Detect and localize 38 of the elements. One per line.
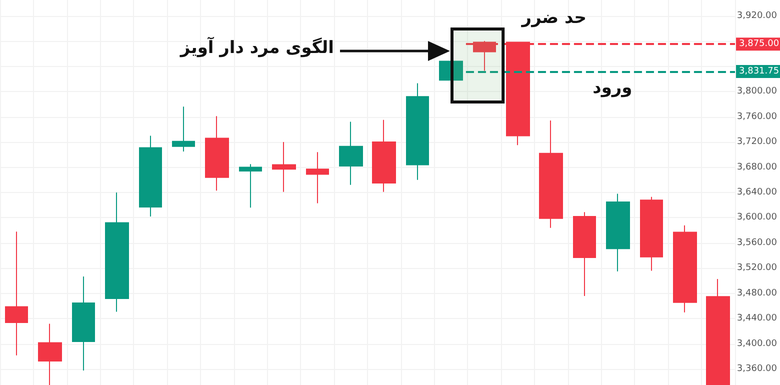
y-tick-label: 3,600.00 — [736, 212, 778, 223]
candlestick — [5, 231, 28, 356]
candlestick — [539, 120, 563, 228]
y-tick-label: 3,680.00 — [736, 162, 778, 172]
y-tick-label: 3,760.00 — [736, 112, 778, 122]
candlestick — [372, 119, 396, 192]
y-tick-label: 3,720.00 — [736, 137, 778, 148]
y-tick-label: 3,480.00 — [736, 288, 778, 298]
candlestick — [239, 164, 262, 208]
ref-line-label: 3,831.75 — [739, 66, 780, 76]
ref-line-label: 3,875.00 — [739, 39, 780, 50]
candlestick — [706, 278, 730, 385]
candlestick — [339, 121, 363, 186]
candlestick — [573, 212, 596, 297]
annotation: ورود — [592, 78, 632, 98]
candlestick — [673, 224, 697, 313]
y-tick-label: 3,560.00 — [736, 238, 778, 248]
annotation: حد ضرر — [522, 8, 587, 28]
candlestick — [306, 152, 329, 204]
candlestick — [439, 60, 463, 81]
candlestick — [272, 142, 296, 192]
y-tick-label: 3,360.00 — [736, 364, 778, 374]
candlestick — [172, 106, 195, 152]
candlestick — [38, 323, 62, 385]
y-tick-label: 3,920.00 — [736, 10, 778, 21]
candlestick — [640, 196, 663, 272]
candlestick — [139, 135, 162, 217]
y-tick-label: 3,520.00 — [736, 263, 778, 274]
candlestick — [72, 276, 95, 371]
y-tick-label: 3,640.00 — [736, 188, 778, 198]
y-tick-label: 3,400.00 — [736, 338, 778, 349]
y-tick-label: 3,440.00 — [736, 314, 778, 324]
candlestick — [606, 193, 630, 272]
annotation: الگوی مرد دار آویز — [180, 38, 334, 58]
candlestick — [406, 82, 429, 180]
candlestick — [105, 192, 129, 312]
candlestick — [205, 116, 229, 192]
y-tick-label: 3,800.00 — [736, 86, 778, 97]
